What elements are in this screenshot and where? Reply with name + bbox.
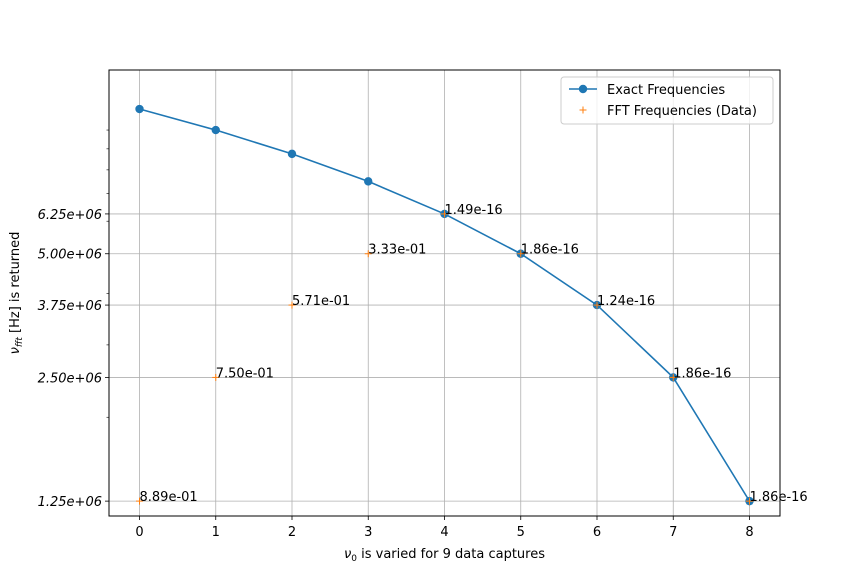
x-tick-label: 6 [593, 525, 601, 540]
point-annotation: 1.86e-16 [750, 490, 808, 505]
legend-box [560, 76, 774, 125]
x-tick-label: 2 [288, 525, 296, 540]
exact-frequency-point [287, 149, 297, 159]
y-tick-label: 3.75e+06 [38, 299, 102, 314]
fft-frequency-point [669, 373, 677, 381]
y-tick-label: 6.25e+06 [38, 208, 102, 223]
fft-frequency-point [441, 210, 448, 218]
exact-frequency-point [135, 104, 144, 114]
x-tick-label: 5 [517, 525, 525, 540]
point-annotation: 1.86e-16 [673, 366, 731, 381]
x-tick-label: 3 [364, 525, 372, 540]
fft-frequency-point [517, 250, 525, 258]
point-annotation: 5.71e-01 [292, 294, 350, 309]
series-fft-frequencies [136, 210, 753, 505]
x-tick-label: 7 [669, 525, 677, 540]
point-annotation: 7.50e-01 [216, 366, 274, 381]
legend-marker-exact [578, 84, 588, 94]
exact-frequency-point [211, 125, 220, 135]
x-tick-label: 8 [745, 525, 753, 540]
point-annotation: 1.86e-16 [521, 243, 579, 258]
fft-frequency-point [136, 497, 143, 505]
x-axis-label: ν0 is varied for 9 data captures [344, 547, 545, 564]
y-axis-ticks: 1.25e+06 2.50e+06 3.75e+06 5.00e+06 6.25e+06 [38, 208, 109, 510]
legend-label-fft: FFT Frequencies (Data) [607, 104, 757, 119]
exact-frequency-point [364, 177, 373, 186]
x-tick-label: 0 [135, 525, 143, 540]
legend-label-exact: Exact Frequencies [607, 83, 725, 98]
point-annotation: 8.89e-01 [140, 490, 198, 505]
y-tick-label: 2.50e+06 [38, 371, 102, 386]
y-tick-label: 5.00e+06 [38, 248, 102, 263]
annotations: 8.89e-01 7.50e-01 5.71e-01 3.33e-01 1.49e-16… [140, 203, 808, 505]
fft-frequency-point [364, 250, 372, 258]
series-layer [135, 104, 754, 506]
y-tick-label: 1.25e+06 [38, 495, 102, 510]
x-tick-label: 4 [440, 525, 448, 540]
fft-frequency-point [212, 373, 220, 381]
x-tick-label: 1 [212, 525, 220, 540]
point-annotation: 1.24e-16 [597, 294, 655, 309]
point-annotation: 1.49e-16 [445, 203, 503, 218]
legend: Exact Frequencies FFT Frequencies (Data) [560, 76, 774, 125]
fft-frequency-point [746, 497, 753, 505]
point-annotation: 3.33e-01 [368, 243, 426, 258]
fft-frequency-point [288, 301, 296, 309]
x-axis-ticks: 0 1 2 3 4 5 6 7 8 [135, 516, 754, 540]
fft-frequency-point [593, 301, 601, 309]
y-axis-label: νfft [Hz] is returned [8, 232, 25, 355]
